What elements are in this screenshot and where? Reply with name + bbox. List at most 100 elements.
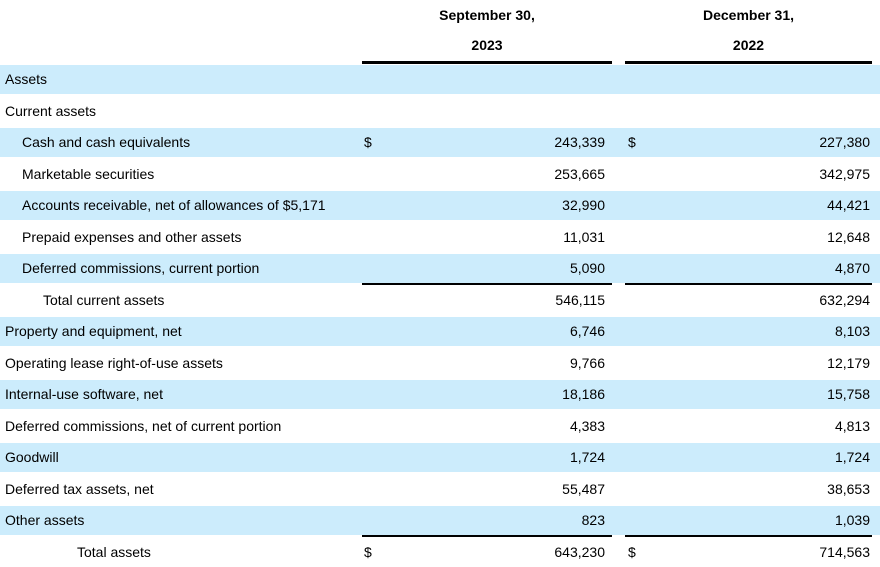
value-cell-column-1: $ 243,339 (362, 128, 612, 157)
value-cell-column-1: 546,115 (362, 286, 612, 315)
amount-value: 11,031 (563, 228, 605, 245)
row-label: Current assets (5, 102, 97, 119)
header-rule-column-1 (362, 61, 612, 64)
value-cell-column-1: 9,766 (362, 349, 612, 378)
column-rule-2 (625, 282, 872, 285)
value-cell-column-2 (625, 65, 872, 94)
value-cell-column-1: 11,031 (362, 223, 612, 252)
table-row: Deferred commissions, net of current por… (0, 411, 880, 441)
row-label: Goodwill (5, 449, 59, 465)
amount-value: 12,648 (827, 228, 870, 245)
amount-value: 18,186 (562, 386, 605, 402)
column-rule-1 (362, 282, 612, 285)
value-cell-column-2: 342,975 (625, 160, 872, 189)
dollar-sign: $ (364, 543, 372, 560)
value-cell-column-1: 6,746 (362, 317, 612, 346)
amount-value: 55,487 (562, 480, 605, 497)
amount-value (364, 97, 605, 126)
dollar-sign: $ (364, 134, 372, 150)
value-cell-column-1: 18,186 (362, 380, 612, 409)
row-label: Deferred commissions, net of current por… (5, 417, 282, 434)
amount-value (628, 97, 870, 126)
value-cell-column-1: 5,090 (362, 254, 612, 283)
value-cell-column-1: 32,990 (362, 191, 612, 220)
table-row: Property and equipment, net 6,746 8,103 (0, 317, 880, 346)
table-row: Internal-use software, net 18,186 15,758 (0, 380, 880, 409)
amount-value: 714,563 (819, 543, 870, 560)
value-cell-column-2 (625, 97, 872, 126)
row-label: Accounts receivable, net of allowances o… (22, 197, 326, 213)
amount-value: 38,653 (827, 480, 870, 497)
table-row: Current assets (0, 96, 880, 126)
dollar-sign: $ (628, 134, 636, 150)
value-cell-column-1: $ 643,230 (362, 538, 612, 567)
column-header-year-line: 2022 (732, 37, 765, 53)
amount-value: 5,090 (569, 260, 605, 276)
dollar-sign: $ (628, 543, 636, 560)
column-header-date-line: December 31, (702, 7, 795, 23)
column-rule-1 (362, 534, 612, 537)
value-cell-column-2: 12,648 (625, 223, 872, 252)
table-row: Assets (0, 65, 880, 94)
value-cell-column-1: 1,724 (362, 443, 612, 472)
row-label: Assets (5, 71, 48, 87)
table-body: Assets Current assets (0, 65, 880, 566)
amount-value: 12,179 (827, 354, 870, 371)
header-rule-column-2 (625, 61, 872, 64)
row-label: Property and equipment, net (5, 323, 182, 339)
column-header-period-2: December 31, 2022 (625, 0, 872, 60)
value-cell-column-2: 1,724 (625, 443, 872, 472)
value-cell-column-2: 4,870 (625, 254, 872, 283)
row-label: Deferred tax assets, net (5, 480, 154, 497)
value-cell-column-1 (362, 97, 612, 126)
column-header-date-line: September 30, (439, 7, 535, 23)
table-header: September 30, 2023 December 31, 2022 (0, 0, 880, 65)
table-row: Prepaid expenses and other assets 11,031… (0, 222, 880, 252)
value-cell-column-2: 8,103 (625, 317, 872, 346)
table-row: Goodwill 1,724 1,724 (0, 443, 880, 472)
value-cell-column-2: 4,813 (625, 412, 872, 441)
table-row: Marketable securities 253,665 342,975 (0, 159, 880, 189)
table-row: Deferred tax assets, net 55,487 38,653 (0, 474, 880, 504)
value-cell-column-2: 632,294 (625, 286, 872, 315)
amount-value: 1,039 (834, 512, 870, 528)
amount-value: 342,975 (819, 165, 870, 182)
amount-value: 15,758 (827, 386, 870, 402)
amount-value (364, 65, 605, 94)
table-row: Total current assets 546,115 632,294 (0, 285, 880, 315)
table-row: Cash and cash equivalents $ 243,339 $ 22… (0, 128, 880, 157)
row-label: Other assets (5, 512, 85, 528)
table-row: Other assets 823 1,039 (0, 506, 880, 537)
table-row: Accounts receivable, net of allowances o… (0, 191, 880, 220)
value-cell-column-1: 4,383 (362, 412, 612, 441)
value-cell-column-2: $ 714,563 (625, 538, 872, 567)
row-label: Deferred commissions, current portion (22, 260, 260, 276)
amount-value: 643,230 (554, 543, 605, 560)
amount-value: 4,870 (834, 260, 870, 276)
value-cell-column-2: 12,179 (625, 349, 872, 378)
amount-value: 227,380 (819, 134, 870, 150)
amount-value: 44,421 (827, 197, 870, 213)
amount-value: 6,746 (569, 323, 605, 339)
value-cell-column-1 (362, 65, 612, 94)
amount-value: 253,665 (554, 165, 605, 182)
value-cell-column-1: 253,665 (362, 160, 612, 189)
amount-value (628, 65, 870, 94)
amount-value: 1,724 (569, 449, 605, 465)
row-label: Operating lease right-of-use assets (5, 354, 223, 371)
amount-value: 4,813 (834, 417, 870, 434)
row-label: Cash and cash equivalents (22, 134, 191, 150)
amount-value: 546,115 (555, 291, 605, 308)
row-label: Marketable securities (22, 165, 155, 182)
value-cell-column-1: 55,487 (362, 475, 612, 504)
amount-value: 823 (581, 512, 605, 528)
amount-value: 1,724 (834, 449, 870, 465)
table-row: Deferred commissions, current portion 5,… (0, 254, 880, 285)
amount-value: 4,383 (569, 417, 605, 434)
amount-value: 243,339 (554, 134, 605, 150)
value-cell-column-2: 15,758 (625, 380, 872, 409)
value-cell-column-2: 44,421 (625, 191, 872, 220)
row-label: Prepaid expenses and other assets (22, 228, 242, 245)
table-row: Total assets $ 643,230 $ 714,563 (0, 537, 880, 567)
